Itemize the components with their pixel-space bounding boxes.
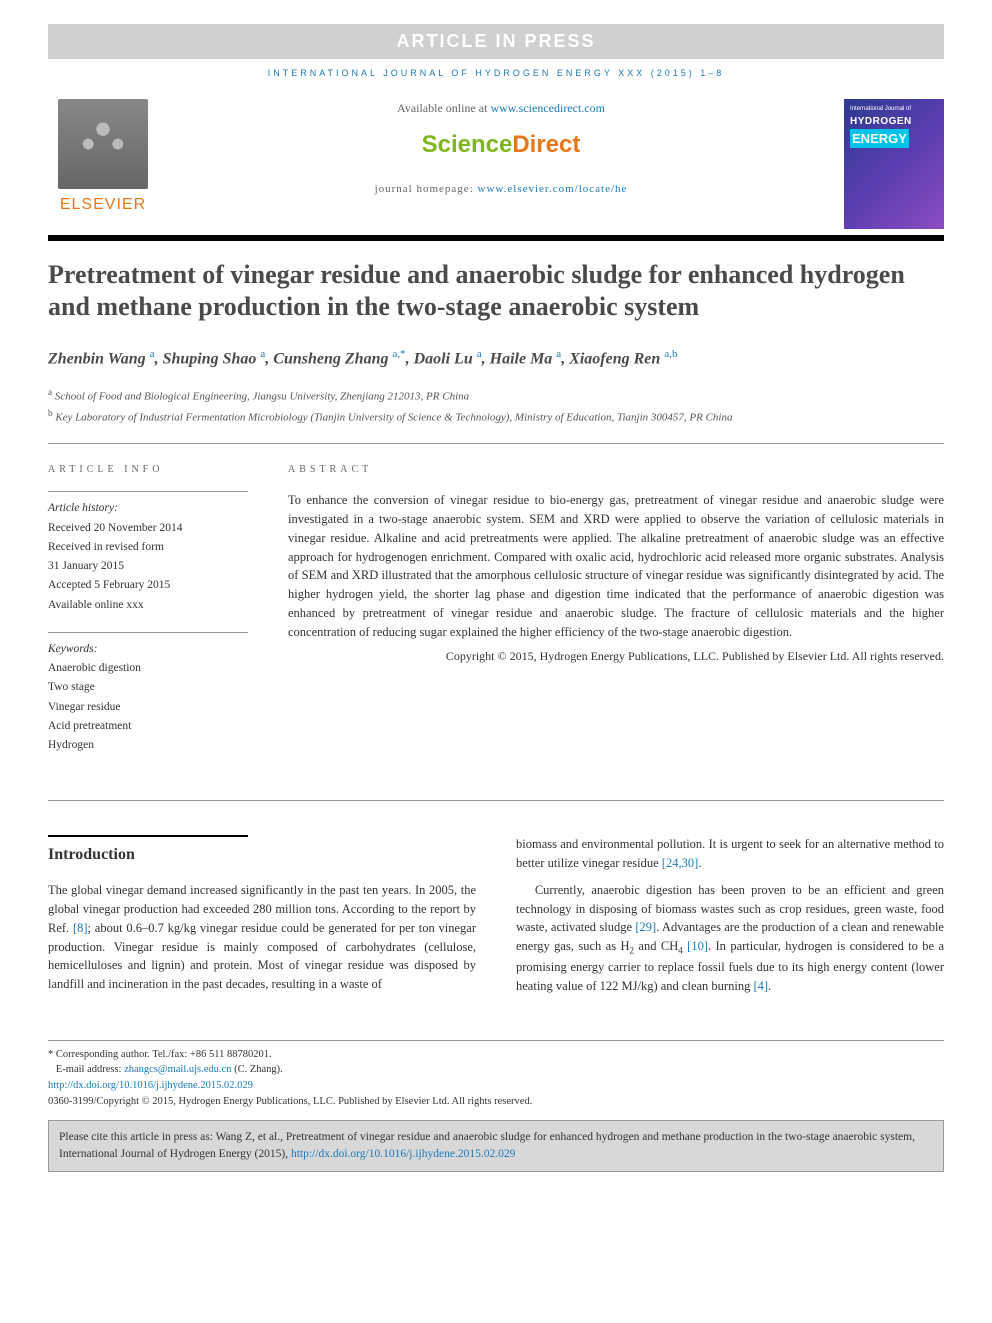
keyword-item: Vinegar residue: [48, 699, 248, 716]
journal-homepage-line: journal homepage: www.elsevier.com/locat…: [174, 181, 828, 198]
body-column-right: biomass and environmental pollution. It …: [516, 835, 944, 1003]
citation-box: Please cite this article in press as: Wa…: [48, 1120, 944, 1173]
author-name: Daoli Lu: [414, 350, 473, 367]
affiliations-list: a School of Food and Biological Engineer…: [48, 385, 944, 428]
intro-paragraph-1: The global vinegar demand increased sign…: [48, 881, 476, 994]
affiliation-line: b Key Laboratory of Industrial Fermentat…: [48, 406, 944, 427]
keyword-item: Anaerobic digestion: [48, 660, 248, 677]
body-column-left: Introduction The global vinegar demand i…: [48, 835, 476, 1003]
publisher-header: ELSEVIER Available online at www.science…: [48, 99, 944, 229]
author-affiliation-sup: a: [556, 348, 561, 360]
issn-copyright-line: 0360-3199/Copyright © 2015, Hydrogen Ene…: [48, 1094, 944, 1110]
cover-line-3: ENERGY: [850, 129, 909, 149]
journal-header: INTERNATIONAL JOURNAL OF HYDROGEN ENERGY…: [48, 67, 944, 81]
available-online-line: Available online at www.sciencedirect.co…: [174, 99, 828, 117]
author-name: Shuping Shao: [163, 350, 257, 367]
sd-logo-direct: Direct: [512, 131, 580, 158]
author-list: Zhenbin Wang a, Shuping Shao a, Cunsheng…: [48, 346, 944, 371]
history-line: Received 20 November 2014: [48, 520, 248, 537]
author-name: Cunsheng Zhang: [273, 350, 388, 367]
p2-text-a: biomass and environmental pollution. It …: [516, 837, 944, 870]
author-affiliation-sup: a: [150, 348, 155, 360]
author-affiliation-sup: a,b: [664, 348, 677, 360]
cover-line-1: International Journal of: [850, 105, 938, 114]
article-history-block: Article history: Received 20 November 20…: [48, 491, 248, 614]
sciencedirect-logo: ScienceDirect: [174, 127, 828, 163]
sciencedirect-block: Available online at www.sciencedirect.co…: [174, 99, 828, 198]
email-suffix: (C. Zhang).: [231, 1064, 282, 1075]
keyword-item: Two stage: [48, 679, 248, 696]
abstract-column: ABSTRACT To enhance the conversion of vi…: [288, 462, 944, 772]
email-label: E-mail address:: [56, 1064, 124, 1075]
p3-text-d: and CH: [634, 939, 678, 953]
journal-homepage-link[interactable]: www.elsevier.com/locate/he: [478, 183, 628, 195]
author-name: Haile Ma: [490, 350, 553, 367]
thin-rule: [48, 443, 944, 444]
article-in-press-banner: ARTICLE IN PRESS: [48, 24, 944, 59]
ref-link-29[interactable]: [29]: [635, 920, 656, 934]
abstract-text: To enhance the conversion of vinegar res…: [288, 491, 944, 641]
p1-text-b: ; about 0.6–0.7 kg/kg vinegar residue co…: [48, 921, 476, 991]
article-info-label: ARTICLE INFO: [48, 462, 248, 477]
history-line: 31 January 2015: [48, 558, 248, 575]
sd-logo-science: Science: [422, 131, 513, 158]
history-line: Available online xxx: [48, 597, 248, 614]
keywords-label: Keywords:: [48, 641, 248, 658]
p3-text-g: .: [768, 979, 771, 993]
abstract-label: ABSTRACT: [288, 462, 944, 477]
cover-line-2: HYDROGEN: [850, 114, 938, 129]
email-line: E-mail address: zhangcs@mail.ujs.edu.cn …: [48, 1062, 944, 1078]
ref-link-10[interactable]: [10]: [687, 939, 708, 953]
heavy-rule: [48, 235, 944, 241]
thin-rule-2: [48, 800, 944, 801]
ref-link-4[interactable]: [4]: [753, 979, 768, 993]
elsevier-logo: ELSEVIER: [48, 99, 158, 217]
elsevier-tree-icon: [58, 99, 148, 189]
citation-doi-link[interactable]: http://dx.doi.org/10.1016/j.ijhydene.201…: [291, 1148, 515, 1160]
introduction-heading: Introduction: [48, 843, 476, 867]
ref-link-8[interactable]: [8]: [73, 921, 88, 935]
journal-cover-thumbnail: International Journal of HYDROGEN ENERGY: [844, 99, 944, 229]
ref-link-24-30[interactable]: [24,30]: [662, 856, 698, 870]
article-history-label: Article history:: [48, 500, 248, 517]
author-name: Zhenbin Wang: [48, 350, 146, 367]
intro-paragraph-3: Currently, anaerobic digestion has been …: [516, 881, 944, 996]
available-prefix: Available online at: [397, 101, 490, 115]
keywords-block: Keywords: Anaerobic digestion Two stage Vi…: [48, 632, 248, 755]
keyword-item: Hydrogen: [48, 737, 248, 754]
p2-text-b: .: [698, 856, 701, 870]
doi-link[interactable]: http://dx.doi.org/10.1016/j.ijhydene.201…: [48, 1080, 253, 1091]
article-title: Pretreatment of vinegar residue and anae…: [48, 259, 944, 324]
corresponding-email-link[interactable]: zhangcs@mail.ujs.edu.cn: [124, 1064, 231, 1075]
abstract-copyright: Copyright © 2015, Hydrogen Energy Public…: [288, 647, 944, 665]
corresponding-author-sup: ,*: [397, 348, 405, 360]
history-line: Accepted 5 February 2015: [48, 577, 248, 594]
affiliation-line: a School of Food and Biological Engineer…: [48, 385, 944, 406]
elsevier-wordmark: ELSEVIER: [60, 193, 146, 217]
article-info-column: ARTICLE INFO Article history: Received 2…: [48, 462, 248, 772]
keyword-item: Acid pretreatment: [48, 718, 248, 735]
info-abstract-row: ARTICLE INFO Article history: Received 2…: [48, 462, 944, 772]
homepage-prefix: journal homepage:: [375, 183, 478, 195]
author-affiliation-sup: a: [260, 348, 265, 360]
sciencedirect-url-link[interactable]: www.sciencedirect.com: [490, 101, 605, 115]
author-name: Xiaofeng Ren: [569, 350, 660, 367]
history-line: Received in revised form: [48, 539, 248, 556]
section-heading-rule: [48, 835, 248, 837]
corresponding-author-note: * Corresponding author. Tel./fax: +86 51…: [48, 1047, 944, 1063]
author-affiliation-sup: a: [477, 348, 482, 360]
intro-paragraph-2: biomass and environmental pollution. It …: [516, 835, 944, 873]
footnotes-block: * Corresponding author. Tel./fax: +86 51…: [48, 1040, 944, 1110]
body-two-column: Introduction The global vinegar demand i…: [48, 835, 944, 1003]
